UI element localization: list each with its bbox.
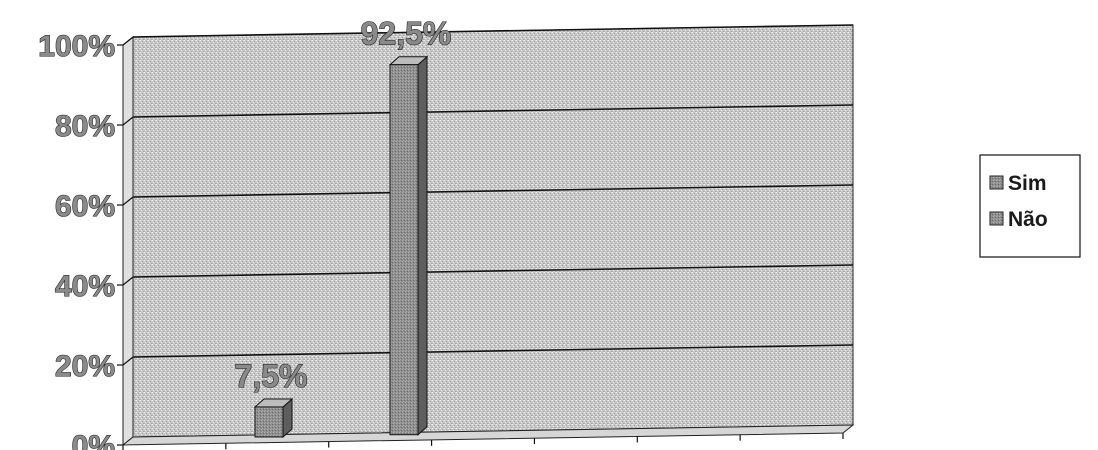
gridline-side [122,116,134,126]
legend-swatch-nao [989,211,1004,226]
gridline-side [122,276,134,286]
data-label-no: 92,5% [361,16,452,52]
gridline-side [122,356,134,366]
gridline [132,184,854,198]
y-tick-label: 40% [55,270,115,303]
legend: Sim Não [979,154,1081,258]
gridline [132,104,854,118]
x-axis [122,433,844,450]
plot-floor [121,424,855,446]
legend-label-nao: Não [1008,208,1048,231]
y-tick-label: 0% [72,430,115,450]
gridline-side [122,196,134,206]
bar-no-side [417,55,428,436]
legend-swatch-sim [989,175,1004,190]
bar-sim [253,397,294,439]
y-axis: 0% 20% 40% 60% 80% 100% [38,29,123,450]
plot-side-wall [122,35,134,447]
bar-no-front [389,64,419,436]
y-tick-label: 60% [55,190,115,223]
data-label-sim: 7,5% [235,358,308,394]
legend-label-sim: Sim [1008,172,1047,195]
bar-no [388,55,429,436]
legend-box [979,154,1081,258]
gridline-side [122,36,134,46]
y-tick-label: 100% [38,30,115,63]
gridlines [122,24,854,366]
data-labels: 7,5% 92,5% [234,15,452,394]
y-tick-label: 20% [55,350,115,383]
bar-sim-front [254,406,284,438]
y-tick-label: 80% [55,110,115,143]
gridline [132,264,854,278]
gridline [132,24,854,38]
bars [253,55,429,439]
gridline [132,344,854,358]
